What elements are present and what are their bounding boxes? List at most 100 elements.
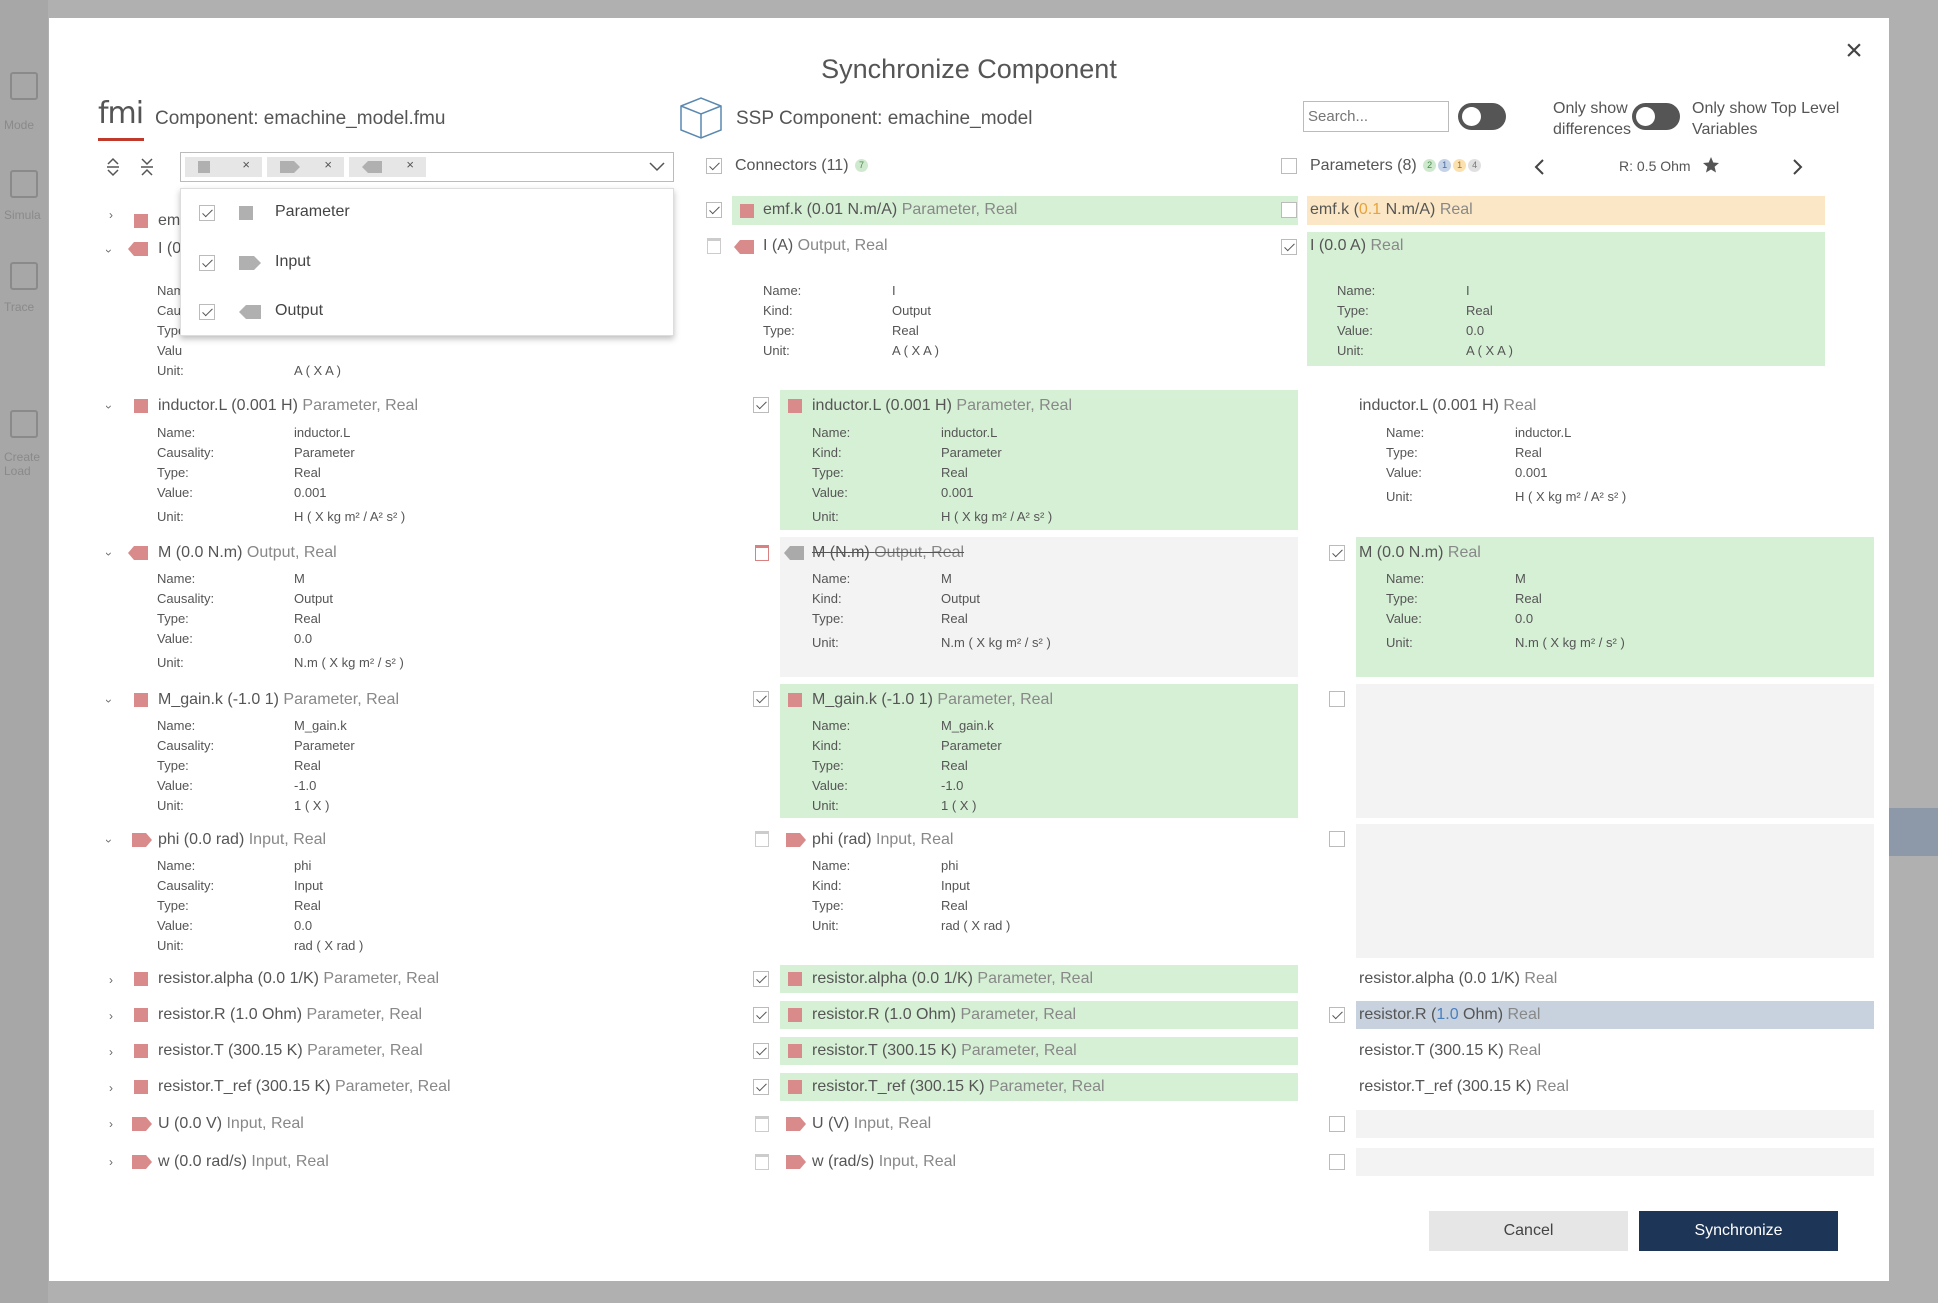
parameters-select-all-checkbox[interactable] (1281, 158, 1297, 174)
collapse-caret[interactable]: › (102, 405, 116, 409)
connectors-select-all-checkbox[interactable] (706, 158, 722, 174)
detail-value: inductor.L (1515, 425, 1572, 440)
toggle-only-differences[interactable] (1458, 103, 1506, 130)
expand-caret[interactable]: › (109, 1009, 113, 1023)
row-meta: Real (1370, 237, 1404, 254)
row-meta: Real (1447, 544, 1481, 561)
star-icon[interactable] (1702, 156, 1720, 174)
parameter-set-value: R: 0.5 Ohm (1619, 158, 1691, 174)
parameter-icon (788, 972, 802, 986)
chip-remove[interactable]: × (324, 157, 332, 172)
detail-value: Input (294, 878, 323, 893)
chip-input[interactable]: × (267, 157, 344, 177)
param-row-inductor[interactable]: inductor.L (0.001 H) Real (1359, 392, 1536, 420)
chip-remove[interactable]: × (242, 157, 250, 172)
row-checkbox[interactable] (1329, 1154, 1345, 1170)
param-row-resistor-R[interactable]: resistor.R (1.0 Ohm) Real (1359, 1001, 1540, 1029)
delete-icon[interactable] (755, 545, 769, 561)
chevron-left-icon[interactable] (1533, 158, 1545, 176)
expand-caret[interactable]: › (109, 1155, 113, 1169)
param-detail-M: Name: M Type: Real Value: 0.0 Unit: N.m ( X … (1386, 569, 1766, 679)
param-row-I[interactable]: I (0.0 A) Real (1310, 232, 1403, 260)
chip-output[interactable]: × (349, 157, 426, 177)
parameter-icon (134, 399, 148, 413)
row-checkbox[interactable] (1281, 239, 1297, 255)
row-checkbox[interactable] (1281, 202, 1297, 218)
row-checkbox[interactable] (1329, 691, 1345, 707)
chevron-right-icon[interactable] (1792, 158, 1804, 176)
row-checkbox[interactable] (753, 691, 769, 707)
expand-caret[interactable]: › (109, 973, 113, 987)
detail-value: Real (941, 758, 968, 773)
expand-caret[interactable]: › (109, 1117, 113, 1131)
filter-checkbox-input[interactable] (199, 255, 215, 271)
detail-value: Real (294, 758, 321, 773)
trace-icon (10, 262, 38, 290)
filter-checkbox-output[interactable] (199, 304, 215, 320)
delete-icon[interactable] (755, 1116, 769, 1132)
detail-key: Type: (1337, 303, 1369, 318)
ssp-detail-M-gain: Name: M_gain.k Kind: Parameter Type: Real V… (812, 716, 1192, 816)
delete-icon[interactable] (755, 1154, 769, 1170)
param-row-resistor-Tref[interactable]: resistor.T_ref (300.15 K) Real (1359, 1073, 1569, 1101)
row-checkbox[interactable] (706, 202, 722, 218)
param-row-M[interactable]: M (0.0 N.m) Real (1359, 539, 1481, 567)
expand-caret[interactable]: › (109, 208, 113, 222)
row-bg (1307, 232, 1825, 366)
row-meta: Real (1507, 1006, 1541, 1023)
parameter-icon (740, 204, 754, 218)
detail-key: Type: (157, 611, 189, 626)
row-bg (780, 965, 1298, 993)
collapse-caret[interactable]: › (102, 249, 116, 253)
row-checkbox[interactable] (753, 971, 769, 987)
row-checkbox[interactable] (1329, 545, 1345, 561)
row-checkbox[interactable] (753, 1007, 769, 1023)
filter-dropdown: Parameter Input Output (180, 188, 674, 336)
row-label: resistor.T_ref (300.15 K) (158, 1078, 331, 1095)
chip-parameter[interactable]: × (185, 157, 262, 177)
detail-key: Value: (157, 485, 193, 500)
param-row-resistor-alpha[interactable]: resistor.alpha (0.0 1/K) Real (1359, 965, 1557, 993)
collapse-caret[interactable]: › (102, 699, 116, 703)
chevron-down-icon[interactable] (649, 161, 665, 173)
row-checkbox[interactable] (753, 1079, 769, 1095)
empty-slot (1356, 824, 1874, 958)
row-checkbox[interactable] (1329, 831, 1345, 847)
chip-remove[interactable]: × (406, 157, 414, 172)
detail-value: I (1466, 283, 1470, 298)
delete-icon[interactable] (755, 831, 769, 847)
row-checkbox[interactable] (1329, 1116, 1345, 1132)
detail-value: Output (294, 591, 334, 606)
expand-caret[interactable]: › (109, 1045, 113, 1059)
detail-key: Name: (1386, 571, 1425, 586)
expand-all-icon[interactable] (105, 156, 121, 178)
collapse-caret[interactable]: › (102, 839, 116, 843)
row-checkbox[interactable] (753, 397, 769, 413)
detail-value: M_gain.k (941, 718, 994, 733)
collapse-all-icon[interactable] (139, 156, 155, 178)
toggle-top-level[interactable] (1632, 103, 1680, 130)
ssp-detail-phi: Name: phi Kind: Input Type: Real Unit: rad (… (812, 856, 1192, 946)
search-input[interactable] (1303, 101, 1449, 132)
close-button[interactable]: × (1845, 34, 1863, 67)
filter-select[interactable]: × × × (180, 152, 674, 182)
parameter-icon (134, 1008, 148, 1022)
param-row-resistor-T[interactable]: resistor.T (300.15 K) Real (1359, 1037, 1541, 1065)
synchronize-button[interactable]: Synchronize (1639, 1211, 1838, 1251)
cancel-button[interactable]: Cancel (1429, 1211, 1628, 1251)
row-checkbox[interactable] (1329, 1007, 1345, 1023)
detail-key: Name: (157, 425, 196, 440)
detail-key: Unit: (1386, 489, 1413, 504)
filter-checkbox-parameter[interactable] (199, 205, 215, 221)
row-label: resistor.alpha (0.0 1/K) (1359, 970, 1520, 987)
row-bg (1356, 1001, 1874, 1029)
delete-icon[interactable] (707, 238, 721, 254)
empty-slot (1356, 684, 1874, 818)
row-checkbox[interactable] (753, 1043, 769, 1059)
row-meta: Parameter, Real (334, 1078, 451, 1095)
collapse-caret[interactable]: › (102, 552, 116, 556)
detail-key: Kind: (763, 303, 793, 318)
expand-caret[interactable]: › (109, 1081, 113, 1095)
param-row-emf[interactable]: emf.k (0.1 N.m/A) Real (1310, 196, 1473, 224)
ssp-detail-I: Name: I Kind: Output Type: Real Unit: A ( X … (763, 281, 1063, 371)
